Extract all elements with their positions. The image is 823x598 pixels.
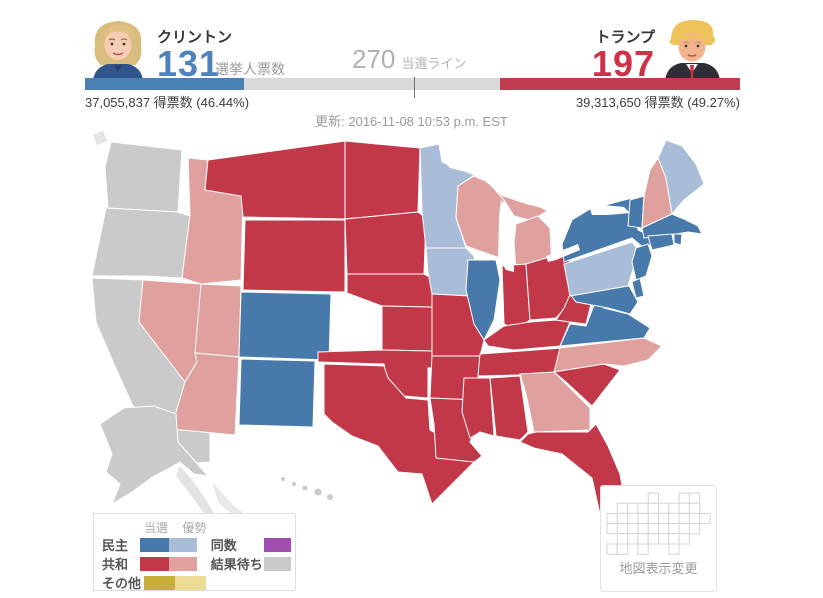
legend-rows: 民主 同数共和 結果待ちその他 xyxy=(102,535,291,592)
trump-avatar xyxy=(665,20,720,80)
state-ME[interactable] xyxy=(657,139,705,216)
electoral-votes-label: 選挙人票数 xyxy=(215,61,285,77)
map-legend: 当選 優勢 民主 同数共和 結果待ちその他 xyxy=(93,513,296,591)
legend-swatch-other_won xyxy=(144,575,175,590)
lake-superior xyxy=(442,160,550,210)
state-WY[interactable] xyxy=(242,219,346,293)
legend-row: その他 xyxy=(102,573,291,592)
state-SD[interactable] xyxy=(344,211,427,275)
legend-party-label: 民主 xyxy=(102,538,129,553)
state-AL[interactable] xyxy=(489,375,529,441)
trump-popular-vote: 39,313,650 得票数 (49.27%) xyxy=(575,95,740,110)
legend-row: 共和 結果待ち xyxy=(102,554,291,573)
legend-party-label: 共和 xyxy=(102,557,129,572)
baja-mexico xyxy=(176,466,214,516)
state-VA[interactable] xyxy=(559,299,651,347)
bar-threshold-tick xyxy=(413,77,415,98)
legend-swatch-tie xyxy=(263,537,291,552)
legend-swatch-other_lead xyxy=(175,575,206,590)
clinton-popular-vote: 37,055,837 得票数 (46.44%) xyxy=(85,95,250,110)
trump-name: トランプ xyxy=(595,29,655,46)
legend-header-won: 当選 xyxy=(144,521,169,535)
legend-row: 民主 同数 xyxy=(102,535,291,554)
state-MS[interactable] xyxy=(461,377,495,439)
threshold-block: 270 当選ライン xyxy=(352,46,466,72)
clinton-name: クリントン xyxy=(157,29,233,46)
clinton-electoral-votes: 131 xyxy=(157,43,221,84)
threshold-value: 270 xyxy=(352,44,396,74)
state-WA[interactable] xyxy=(104,141,183,213)
legend-swatch-waiting xyxy=(263,556,291,571)
legend-status-label: 同数 xyxy=(210,538,237,553)
lake-ontario xyxy=(590,205,630,215)
state-CT[interactable] xyxy=(647,233,675,251)
legend-swatch-rep_won xyxy=(140,556,169,571)
state-RI[interactable] xyxy=(673,233,683,246)
electoral-bar xyxy=(85,77,740,98)
clinton-avatar xyxy=(93,21,143,80)
bar-rep xyxy=(500,78,740,90)
state-NJ[interactable] xyxy=(631,243,653,281)
state-GA[interactable] xyxy=(519,371,591,433)
island-fragment xyxy=(93,131,107,145)
bar-dem xyxy=(85,78,245,90)
trump-electoral-votes: 197 xyxy=(591,43,655,84)
legend-party-label: その他 xyxy=(102,576,142,591)
map-display-toggle-button[interactable]: 地図表示変更 xyxy=(600,485,717,592)
state-IL[interactable] xyxy=(465,259,501,342)
state-IN[interactable] xyxy=(501,263,531,331)
legend-swatch-dem_won xyxy=(140,537,169,552)
state-ND[interactable] xyxy=(344,140,421,220)
state-AK[interactable] xyxy=(99,405,210,506)
legend-swatch-rep_lead xyxy=(168,556,197,571)
trump-block: トランプ 197 xyxy=(591,29,655,84)
state-NM[interactable] xyxy=(238,358,316,428)
lake-huron xyxy=(538,210,560,226)
legend-swatch-dem_lead xyxy=(168,537,197,552)
state-CO[interactable] xyxy=(238,291,332,361)
lake-michigan xyxy=(498,200,514,272)
state-UT[interactable] xyxy=(194,283,242,358)
legend-header-leading: 優勢 xyxy=(182,521,207,535)
state-SC[interactable] xyxy=(552,363,621,407)
threshold-label: 当選ライン xyxy=(401,56,467,71)
state-HI[interactable] xyxy=(281,477,333,500)
cartogram-icon xyxy=(606,492,711,555)
lake-erie xyxy=(546,244,580,262)
legend-column-headers: 当選 優勢 xyxy=(144,519,206,536)
state-OR[interactable] xyxy=(91,207,191,279)
updated-timestamp: 更新: 2016-11-08 10:53 p.m. EST xyxy=(315,114,508,129)
legend-status-label: 結果待ち xyxy=(210,557,263,572)
clinton-block: クリントン 131 xyxy=(157,29,233,84)
state-TX[interactable] xyxy=(323,363,477,505)
state-VT[interactable] xyxy=(627,195,645,229)
map-toggle-label: 地図表示変更 xyxy=(619,561,698,576)
state-KY[interactable] xyxy=(483,319,571,351)
